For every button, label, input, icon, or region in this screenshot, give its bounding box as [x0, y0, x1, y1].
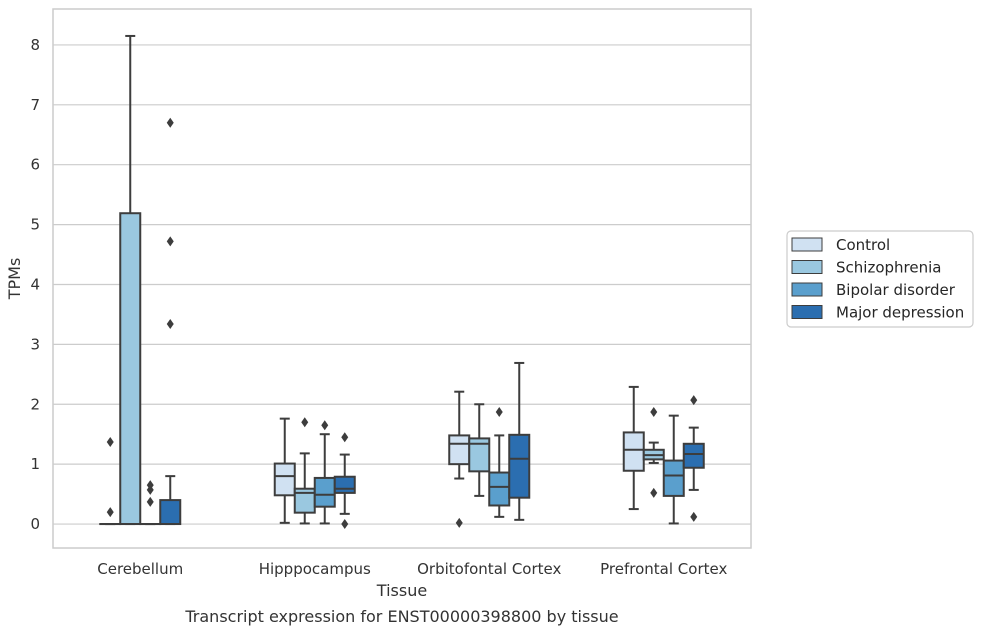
legend-swatch	[791, 282, 823, 297]
box	[159, 499, 182, 526]
y-tick-label: 1	[30, 455, 40, 473]
plot-area-frame	[52, 8, 752, 549]
outlier-point	[166, 319, 174, 330]
y-axis-tick-labels: 0 1 2 3 4 5 6 7 8	[30, 36, 40, 533]
outlier-point	[321, 420, 329, 431]
box	[662, 459, 685, 497]
box	[682, 442, 705, 469]
x-tick-label: Prefrontal Cortex	[600, 560, 727, 578]
series-bipolar-disorder	[139, 407, 685, 526]
outlier-point	[166, 236, 174, 247]
outlier-point	[106, 507, 114, 518]
legend-frame	[786, 230, 974, 328]
box	[333, 475, 356, 494]
outlier-point	[690, 395, 698, 406]
legend-label: Major depression	[836, 304, 964, 322]
x-tick-label: Orbitofontal Cortex	[417, 560, 561, 578]
legend-swatch	[791, 237, 823, 252]
box	[119, 212, 142, 526]
outlier-point	[301, 417, 309, 428]
outlier-point	[690, 511, 698, 522]
y-tick-label: 3	[30, 335, 40, 353]
y-tick-label: 4	[30, 275, 40, 293]
legend-label: Bipolar disorder	[836, 281, 956, 299]
legend: Control Schizophrenia Bipolar disorder Majo…	[786, 230, 974, 328]
outlier-point	[455, 517, 463, 528]
y-tick-label: 0	[30, 515, 40, 533]
outlier-point	[106, 436, 114, 447]
box-series	[99, 34, 705, 530]
outlier-point	[341, 432, 349, 443]
box	[622, 431, 645, 472]
x-axis-title: Tissue	[376, 581, 427, 600]
y-tick-label: 8	[30, 36, 40, 54]
box	[508, 433, 531, 499]
legend-label: Control	[836, 236, 890, 254]
series-schizophrenia	[119, 34, 665, 526]
box	[313, 476, 336, 508]
chart-caption: Transcript expression for ENST0000039880…	[184, 607, 618, 626]
y-tick-label: 7	[30, 96, 40, 114]
outlier-point	[166, 117, 174, 128]
outlier-point	[146, 496, 154, 507]
outlier-point	[495, 407, 503, 418]
box	[468, 437, 491, 473]
x-tick-label: Cerebellum	[97, 560, 183, 578]
series-major-depression	[159, 117, 705, 530]
outlier-point	[650, 407, 658, 418]
legend-swatch	[791, 305, 823, 319]
gridlines	[53, 44, 751, 525]
legend-swatch	[791, 260, 823, 274]
box	[273, 462, 296, 497]
series-control	[99, 385, 645, 528]
y-tick-label: 2	[30, 395, 40, 413]
box	[488, 471, 511, 507]
x-tick-label: Hipppocampus	[259, 560, 371, 578]
y-tick-label: 6	[30, 156, 40, 174]
outlier-point	[146, 484, 154, 495]
y-tick-label: 5	[30, 216, 40, 234]
outlier-point	[341, 519, 349, 530]
outlier-point	[650, 487, 658, 498]
box	[448, 434, 471, 466]
y-axis-title: TPMs	[5, 258, 24, 301]
legend-label: Schizophrenia	[836, 259, 941, 277]
x-axis-tick-labels: Cerebellum Hipppocampus Orbitofontal Corte…	[97, 560, 727, 578]
